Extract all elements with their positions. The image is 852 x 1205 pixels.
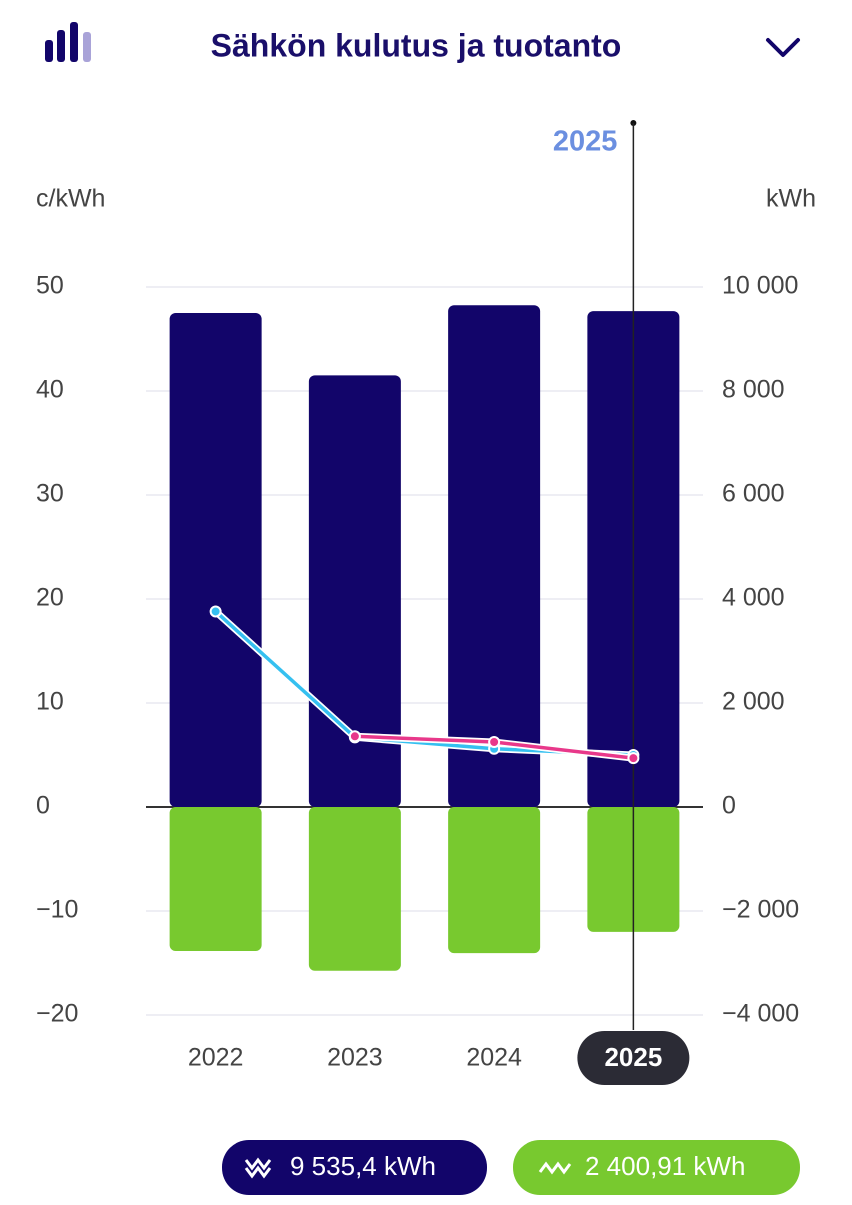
y2-tick-label: 0: [722, 792, 736, 820]
selected-year: 2025: [553, 126, 618, 158]
bar: [448, 807, 541, 954]
consumption-total: 9 535,4 kWh: [290, 1151, 436, 1181]
y2-tick-label: 2 000: [722, 688, 785, 716]
y-tick-label: 50: [36, 272, 64, 300]
line-halo: [213, 608, 634, 759]
y-tick-label: 10: [36, 688, 64, 716]
production-total: 2 400,91 kWh: [585, 1151, 745, 1181]
y2-tick-label: 8 000: [722, 376, 785, 404]
x-tick-label: 2023: [327, 1044, 383, 1072]
y2-tick-label: 4 000: [722, 584, 785, 612]
y-tick-label: −10: [36, 896, 78, 924]
y2-tick-label: 6 000: [722, 480, 785, 508]
consumption-pill[interactable]: 9 535,4 kWh: [222, 1140, 487, 1195]
y2-tick-label: −4 000: [722, 1000, 799, 1028]
chip-bg: [577, 1031, 690, 1085]
production-pill[interactable]: 2 400,91 kWh: [513, 1140, 800, 1195]
title: Sähkön kulutus ja tuotanto: [211, 27, 622, 63]
line-point: [488, 736, 501, 748]
menu-icon[interactable]: [45, 22, 91, 62]
x-tick-label: 2024: [466, 1044, 522, 1072]
bar: [308, 807, 401, 971]
y-tick-label: −20: [36, 1000, 78, 1028]
line-point: [627, 752, 640, 765]
line: [214, 610, 634, 757]
line-point: [348, 730, 361, 743]
y-axis-label: c/kWh: [36, 185, 105, 213]
plot: −20 −10 0 10 20 30 40 50 −4 000 −2 000 0 2 000 4 000…: [36, 120, 799, 1085]
y-tick-label: 0: [36, 792, 50, 820]
y2-axis-label: kWh: [766, 185, 816, 213]
y2-tick-label: 10 000: [722, 272, 798, 300]
x-tick-label: 2025: [604, 1042, 662, 1072]
dropdown-chevron[interactable]: [766, 38, 800, 57]
y2-tick-label: −2 000: [722, 896, 799, 924]
x-tick-label: 2022: [188, 1044, 244, 1072]
bar: [169, 807, 262, 952]
bar: [169, 313, 262, 807]
bar: [448, 305, 541, 807]
y-tick-label: 20: [36, 584, 64, 612]
selected-year-chip[interactable]: 2025: [577, 1031, 690, 1085]
y-tick-label: 30: [36, 480, 64, 508]
line-point: [209, 605, 222, 618]
bar: [308, 375, 401, 807]
y-tick-label: 40: [36, 376, 64, 404]
